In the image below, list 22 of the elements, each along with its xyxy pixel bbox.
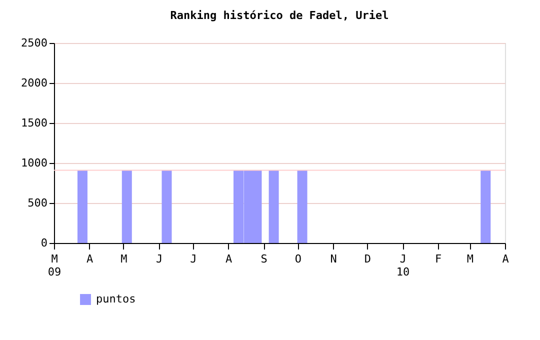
y-tick-label: 2000 xyxy=(21,76,48,90)
y-tick-label: 2500 xyxy=(21,36,48,50)
x-tick-label: S xyxy=(260,252,268,266)
x-tick-label: A xyxy=(86,252,94,266)
legend-label: puntos xyxy=(96,292,136,306)
y-tick-label: 0 xyxy=(40,236,48,250)
x-tick-label: M 09 xyxy=(48,252,62,278)
x-tick-label: M xyxy=(466,252,474,266)
x-tick-label: A xyxy=(225,252,232,266)
x-tick-label: J xyxy=(190,252,197,266)
x-tick-label: F xyxy=(434,252,442,266)
chart-title: Ranking histórico de Fadel, Uriel xyxy=(170,9,389,22)
x-tick-label: A xyxy=(502,252,510,266)
y-tick-label: 1000 xyxy=(21,156,48,170)
x-tick-label: O xyxy=(294,252,302,266)
x-tick-label: N xyxy=(330,252,337,266)
x-tick-label: J 10 xyxy=(396,252,410,278)
y-tick-label: 500 xyxy=(28,196,48,210)
x-tick-label: M xyxy=(120,252,128,266)
x-tick-label: D xyxy=(364,252,372,266)
x-tick-label: J xyxy=(156,252,163,266)
y-tick-label: 1500 xyxy=(21,116,48,130)
